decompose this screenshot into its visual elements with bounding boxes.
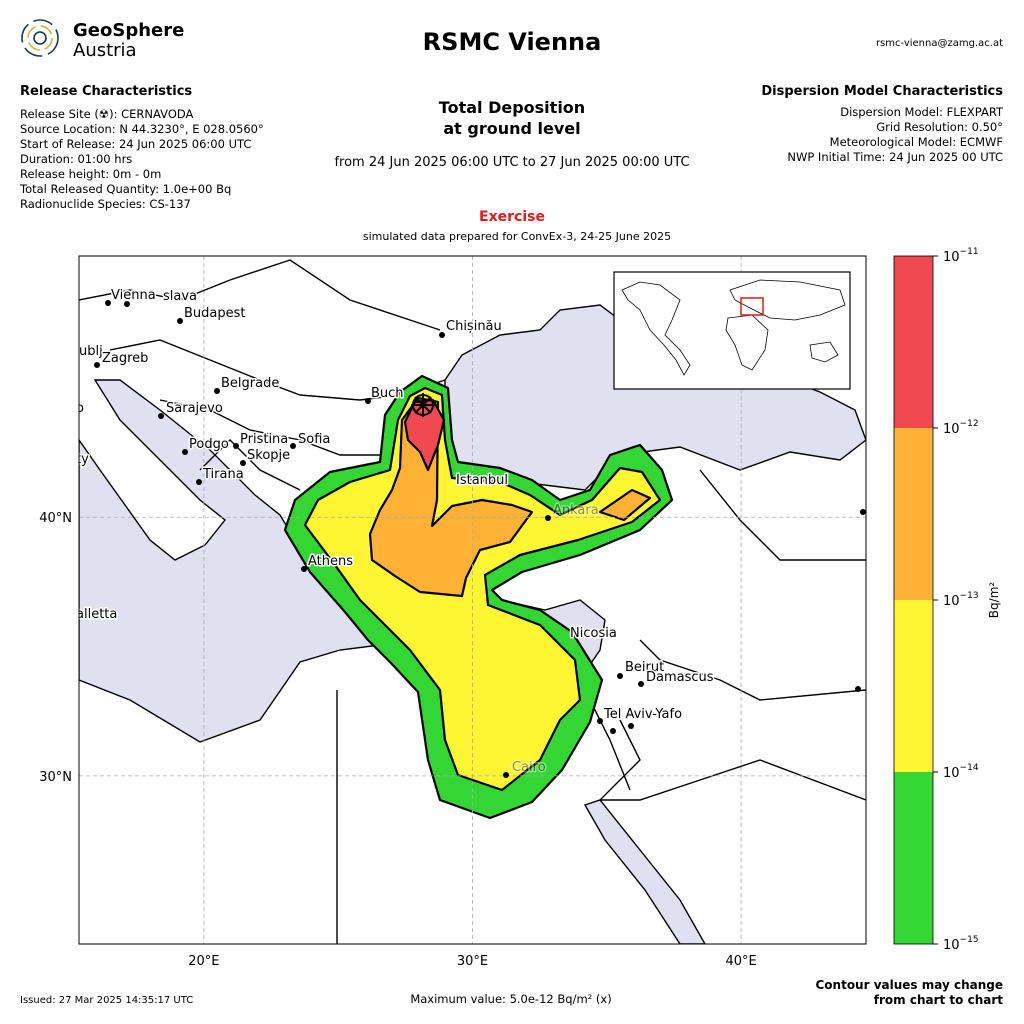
- title: RSMC Vienna: [423, 28, 602, 56]
- period: from 24 Jun 2025 06:00 UTC to 27 Jun 202…: [334, 155, 689, 170]
- city-label: alletta: [76, 607, 117, 622]
- colorbar-band: [894, 428, 933, 600]
- city-label: Buch: [371, 386, 404, 401]
- x-tick-label: 20°E: [188, 954, 219, 969]
- x-tick-label: 30°E: [457, 954, 488, 969]
- colorbar-tick-label: 10−14: [943, 763, 979, 781]
- plume-contour: [403, 398, 446, 472]
- map: Vienna slava Budapest Chișinău ublj Zagr…: [76, 256, 866, 944]
- tick-base: 10: [943, 938, 960, 953]
- max-value: Maximum value: 5.0e-12 Bq/m² (x): [410, 992, 611, 1006]
- logo: [21, 19, 59, 57]
- release-line: Release height: 0m - 0m: [20, 167, 161, 181]
- footer-note: from chart to chart: [874, 993, 1003, 1007]
- city-label: ty: [76, 452, 89, 467]
- product-title: at ground level: [443, 119, 580, 138]
- colorbar-tick-label: 10−15: [943, 935, 979, 953]
- colorbar-frame: [893, 255, 934, 945]
- city-label: Chișinău: [446, 319, 502, 334]
- city-label: slava: [163, 289, 197, 304]
- city-label: Ankara: [553, 503, 599, 518]
- colorbar-band: [894, 600, 933, 772]
- logo-text: Austria: [73, 40, 137, 61]
- issued: Issued: 27 Mar 2025 14:35:17 UTC: [20, 995, 193, 1006]
- city-label: Damascus: [646, 670, 714, 685]
- model-line: Dispersion Model: FLEXPART: [840, 105, 1004, 119]
- y-tick-label: 30°N: [39, 770, 72, 785]
- city-label: Vienna: [111, 288, 156, 303]
- city-label: Cairo: [512, 760, 546, 775]
- map-ticks: 20°E 30°E 40°E 30°N 40°N: [39, 511, 757, 969]
- release-line: Release Site (☢): CERNAVODA: [20, 107, 194, 121]
- model-line: Grid Resolution: 0.50°: [876, 120, 1003, 134]
- x-tick-label: 40°E: [725, 954, 756, 969]
- release-line: Start of Release: 24 Jun 2025 06:00 UTC: [20, 137, 251, 151]
- logo-text: GeoSphere: [73, 20, 184, 41]
- release-line: Radionuclide Species: CS-137: [20, 197, 191, 211]
- release-line: Duration: 01:00 hrs: [20, 152, 132, 166]
- city-label: Podgo: [189, 437, 229, 452]
- contact: rsmc-vienna@zamg.ac.at: [876, 38, 1003, 49]
- plume-contour: [368, 396, 534, 598]
- release-line: Source Location: N 44.3230°, E 028.0560°: [20, 122, 264, 136]
- tick-exponent: −12: [960, 419, 979, 429]
- deposition-plume: [283, 374, 674, 820]
- map-frame: [78, 255, 867, 945]
- plume-contour: [598, 488, 652, 522]
- tick-exponent: −15: [960, 935, 979, 945]
- city-label: Skopje: [247, 448, 290, 463]
- city-label: Budapest: [184, 306, 246, 321]
- colorbar-band: [894, 772, 933, 944]
- colorbar-label: Bq/m²: [987, 582, 1001, 619]
- release-line: Total Released Quantity: 1.0e+00 Bq: [19, 182, 231, 196]
- colorbar-tick-label: 10−13: [943, 591, 979, 609]
- source-marker: [411, 393, 435, 417]
- city-label: Beirut: [625, 660, 664, 675]
- colorbar-tick-label: 10−12: [943, 419, 979, 437]
- status: Exercise: [479, 209, 545, 225]
- section-title: Dispersion Model Characteristics: [761, 84, 1003, 99]
- colorbar-tick-label: 10−11: [943, 247, 979, 265]
- city-label: ublj: [79, 344, 103, 359]
- colorbar-band: [894, 256, 933, 428]
- note: simulated data prepared for ConvEx-3, 24…: [363, 230, 671, 243]
- tick-base: 10: [943, 766, 960, 781]
- tick-exponent: −13: [960, 591, 979, 601]
- y-tick-label: 40°N: [39, 511, 72, 526]
- tick-exponent: −11: [960, 247, 979, 257]
- tick-base: 10: [943, 422, 960, 437]
- cities: Vienna slava Budapest Chișinău ublj Zagr…: [76, 287, 866, 778]
- city-label: Sarajevo: [166, 401, 223, 416]
- tick-base: 10: [943, 250, 960, 265]
- city-label: Athens: [308, 554, 353, 569]
- city-label: Zagreb: [102, 351, 148, 366]
- model-line: NWP Initial Time: 24 Jun 2025 00 UTC: [787, 150, 1003, 164]
- city-label: o: [76, 401, 84, 416]
- city-label: Tel Aviv-Yafo: [603, 707, 682, 722]
- model-line: Meteorological Model: ECMWF: [830, 135, 1003, 149]
- tick-exponent: −14: [960, 763, 979, 773]
- city-label: Pristina: [240, 432, 288, 447]
- city-label: Sofia: [298, 432, 330, 447]
- city-label: Tirana: [202, 467, 244, 482]
- inset-map: [613, 271, 851, 390]
- tick-base: 10: [943, 594, 960, 609]
- city-label: Nicosia: [570, 626, 617, 641]
- city-label: Belgrade: [221, 376, 279, 391]
- product-title: Total Deposition: [439, 98, 585, 117]
- footer-note: Contour values may change: [815, 978, 1003, 992]
- city-label: Istanbul: [456, 473, 508, 488]
- section-title: Release Characteristics: [20, 84, 192, 99]
